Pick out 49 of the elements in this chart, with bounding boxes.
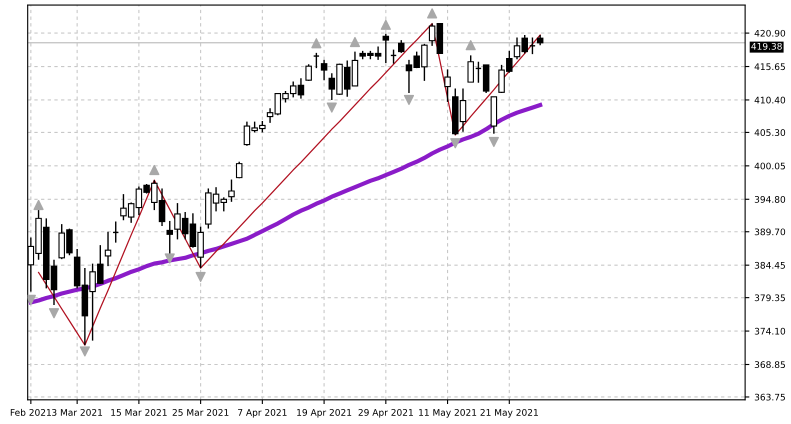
point xyxy=(488,136,499,148)
candlestick xyxy=(398,39,405,54)
x-tick-label: 11 May 2021 xyxy=(419,409,476,418)
point xyxy=(404,94,414,106)
candlestick xyxy=(104,231,112,267)
x-tick-label: Feb 2021 xyxy=(10,408,51,416)
y-tick-label: 374.10 xyxy=(754,328,786,335)
y-tick-label: 394.80 xyxy=(754,196,786,203)
candlestick xyxy=(390,48,397,64)
y-tick-label: 415.65 xyxy=(754,63,785,70)
y-tick-label: 379.35 xyxy=(754,294,785,302)
candlestick xyxy=(305,64,312,82)
x-tick-label: 29 Apr 2021 xyxy=(358,409,413,418)
x-tick-label: 3 Mar 2021 xyxy=(52,409,102,416)
point xyxy=(311,38,322,48)
x-tick-label: 7 Apr 2021 xyxy=(238,409,287,418)
y-tick-label: 389.70 xyxy=(754,228,786,236)
candlestick xyxy=(382,33,390,64)
x-tick-label: 25 Mar 2021 xyxy=(172,409,228,416)
y-tick-label: 420.90 xyxy=(754,30,786,37)
point xyxy=(33,200,44,210)
y-tick-label: 368.85 xyxy=(754,361,785,368)
y-tick-label: 405.30 xyxy=(754,129,786,136)
point xyxy=(380,20,391,30)
x-tick-label: 15 Mar 2021 xyxy=(111,409,167,416)
x-tick-label: 19 Apr 2021 xyxy=(297,409,352,418)
point xyxy=(48,308,60,318)
candlestick xyxy=(444,68,451,103)
ref-line-label: 419.38 xyxy=(751,42,782,50)
point xyxy=(149,164,160,176)
point xyxy=(196,272,206,282)
point xyxy=(427,8,438,18)
y-tick-label: 363.75 xyxy=(754,394,785,401)
point xyxy=(450,138,460,148)
x-tick-label: 21 May 2021 xyxy=(480,409,538,418)
candlestick xyxy=(228,178,235,203)
point xyxy=(350,36,360,48)
candlestick xyxy=(536,34,544,46)
candlestick xyxy=(112,220,120,244)
y-tick-label: 410.40 xyxy=(754,96,786,104)
point xyxy=(326,102,337,113)
y-tick-label: 384.45 xyxy=(754,262,785,269)
line-series xyxy=(28,102,542,305)
candlestick xyxy=(236,161,242,179)
y-tick-label: 400.05 xyxy=(754,162,785,170)
point xyxy=(466,40,476,50)
point xyxy=(80,346,90,357)
candlestick xyxy=(320,59,328,81)
point xyxy=(164,253,175,264)
